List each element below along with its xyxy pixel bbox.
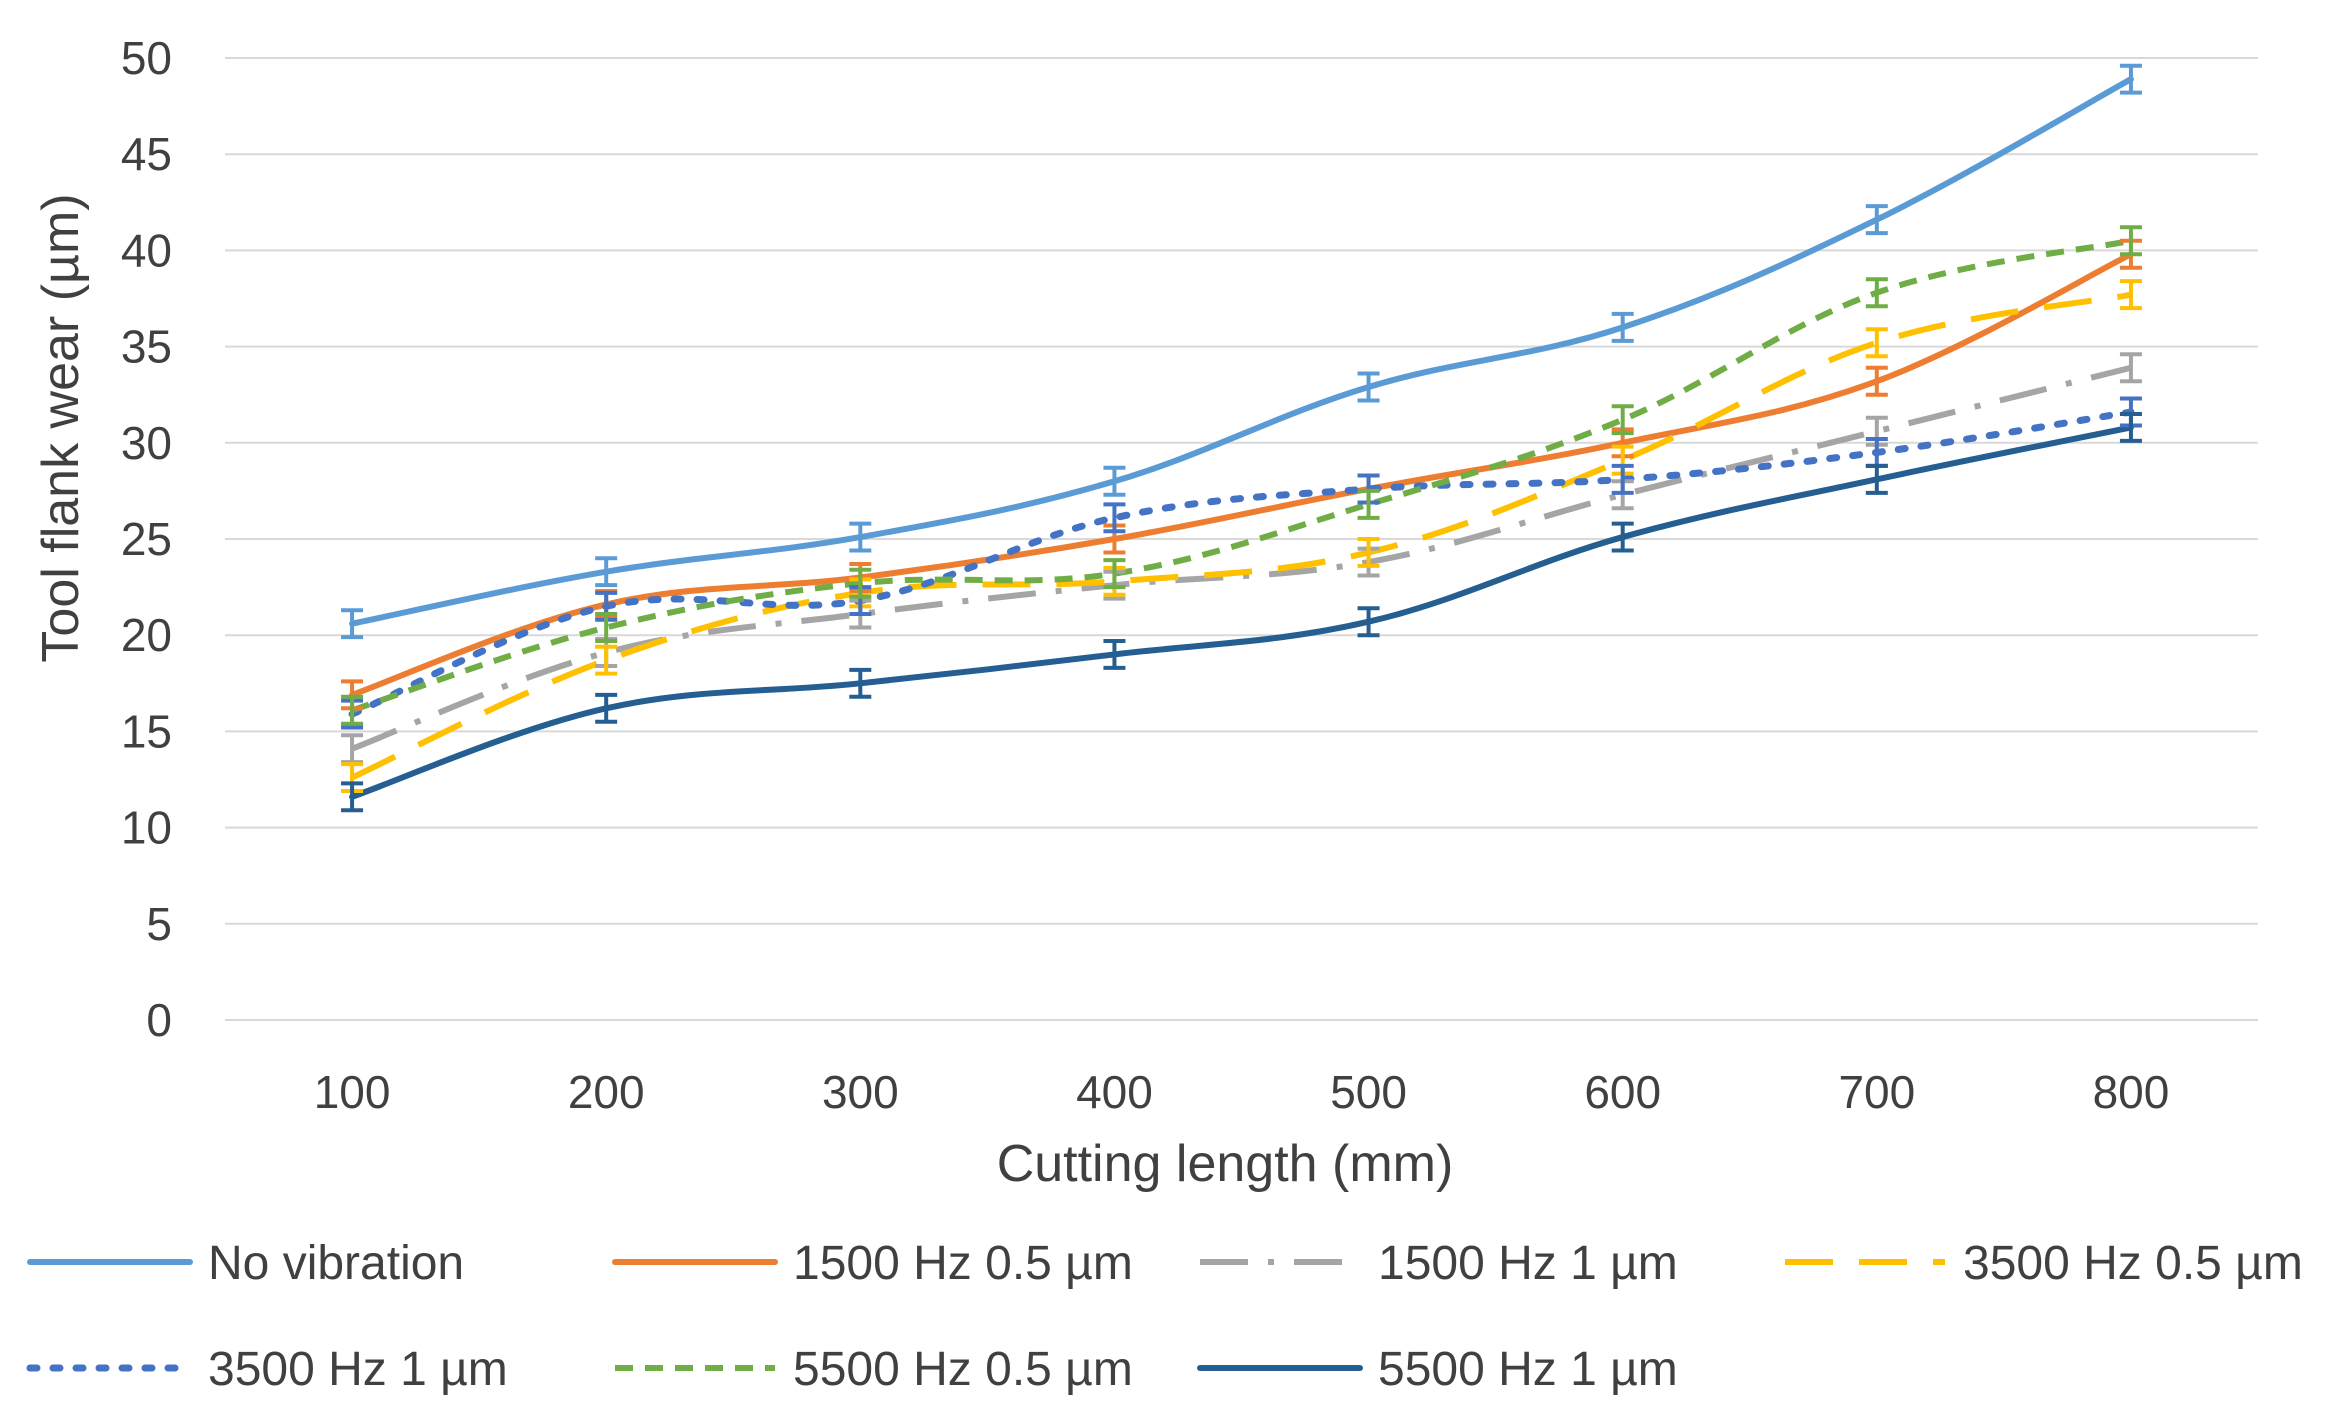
error-bar <box>2119 352 2142 384</box>
error-bar <box>595 556 618 588</box>
y-tick-label: 35 <box>121 321 172 373</box>
series-line-3 <box>351 364 2132 752</box>
legend-label: 1500 Hz 1 µm <box>1378 1237 1678 1290</box>
error-bar <box>849 567 872 599</box>
y-tick-label: 20 <box>121 609 172 661</box>
y-tick-label: 45 <box>121 128 172 180</box>
y-tick-label: 50 <box>121 32 172 84</box>
y-tick-label: 40 <box>121 224 172 276</box>
y-tick-label: 5 <box>146 898 172 950</box>
error-bar <box>1357 537 1380 568</box>
x-axis-title: Cutting length (mm) <box>997 1135 1454 1193</box>
gridlines <box>225 57 2258 1021</box>
error-bar <box>341 694 364 726</box>
error-bar <box>595 612 618 643</box>
x-tick-label: 800 <box>2093 1066 2170 1118</box>
error-bar <box>1865 463 1888 495</box>
legend-item-2: 1500 Hz 0.5 µm <box>612 1237 1133 1290</box>
error-bar <box>1611 311 1634 343</box>
error-bar <box>1865 277 1888 309</box>
error-bar <box>595 644 618 676</box>
error-bar <box>1611 521 1634 553</box>
error-bar <box>1357 606 1380 638</box>
error-bar <box>1865 204 1888 236</box>
x-tick-label: 100 <box>314 1066 391 1118</box>
series-line-2 <box>349 251 2134 698</box>
legend-item-6: 5500 Hz 0.5 µm <box>615 1343 1133 1396</box>
error-bar <box>1103 465 1126 497</box>
y-tick-label: 25 <box>121 513 172 565</box>
legend-label: 1500 Hz 0.5 µm <box>793 1237 1133 1290</box>
error-bar <box>2119 63 2142 95</box>
error-bar <box>1865 365 1888 397</box>
error-bar <box>2119 225 2142 257</box>
y-tick-label: 10 <box>121 802 172 854</box>
series-line-4 <box>350 291 2132 781</box>
series-line-1 <box>349 76 2134 627</box>
legend-item-3: 1500 Hz 1 µm <box>1200 1237 1678 1290</box>
error-bar <box>1865 327 1888 359</box>
legend-label: 3500 Hz 0.5 µm <box>1963 1237 2303 1290</box>
x-tick-label: 600 <box>1584 1066 1661 1118</box>
legend-label: 5500 Hz 1 µm <box>1378 1343 1678 1396</box>
series-line-5 <box>348 408 2135 718</box>
error-bar <box>341 781 364 813</box>
x-axis-ticks: 100 200 300 400 500 600 700 800 <box>314 1066 2170 1118</box>
y-axis-ticks: 0 5 10 15 20 25 30 35 40 45 50 <box>121 32 172 1046</box>
error-bar <box>341 608 364 640</box>
y-tick-label: 0 <box>146 994 172 1046</box>
error-bar <box>849 521 872 553</box>
error-bar <box>2119 411 2142 443</box>
x-tick-label: 500 <box>1330 1066 1407 1118</box>
series-line-6 <box>351 237 2132 714</box>
x-tick-label: 700 <box>1838 1066 1915 1118</box>
error-bar <box>1103 638 1126 670</box>
x-tick-label: 200 <box>568 1066 645 1118</box>
y-tick-label: 30 <box>121 417 172 469</box>
error-bar <box>1611 463 1634 495</box>
series-lines <box>348 76 2135 800</box>
legend-label: No vibration <box>208 1237 464 1290</box>
error-bar <box>2119 279 2142 311</box>
legend-label: 3500 Hz 1 µm <box>208 1343 508 1396</box>
legend-item-4: 3500 Hz 0.5 µm <box>1785 1237 2303 1290</box>
error-bar <box>1611 404 1634 436</box>
legend-label: 5500 Hz 0.5 µm <box>793 1343 1133 1396</box>
legend: No vibration 1500 Hz 0.5 µm 1500 Hz 1 µm 35… <box>26 1237 2303 1396</box>
y-axis-title: Tool flank wear (µm) <box>32 193 90 662</box>
error-bars <box>341 63 2142 813</box>
error-bar <box>1103 502 1126 534</box>
error-bar <box>1357 488 1380 520</box>
legend-item-5: 3500 Hz 1 µm <box>26 1343 508 1396</box>
legend-item-1: No vibration <box>27 1237 464 1290</box>
error-bar <box>595 692 618 724</box>
series-line-7 <box>349 424 2134 800</box>
y-tick-label: 15 <box>121 705 172 757</box>
error-bar <box>1357 371 1380 403</box>
x-tick-label: 400 <box>1076 1066 1153 1118</box>
x-tick-label: 300 <box>822 1066 899 1118</box>
error-bar <box>1103 558 1126 590</box>
legend-item-7: 5500 Hz 1 µm <box>1197 1343 1678 1396</box>
error-bar <box>849 667 872 699</box>
